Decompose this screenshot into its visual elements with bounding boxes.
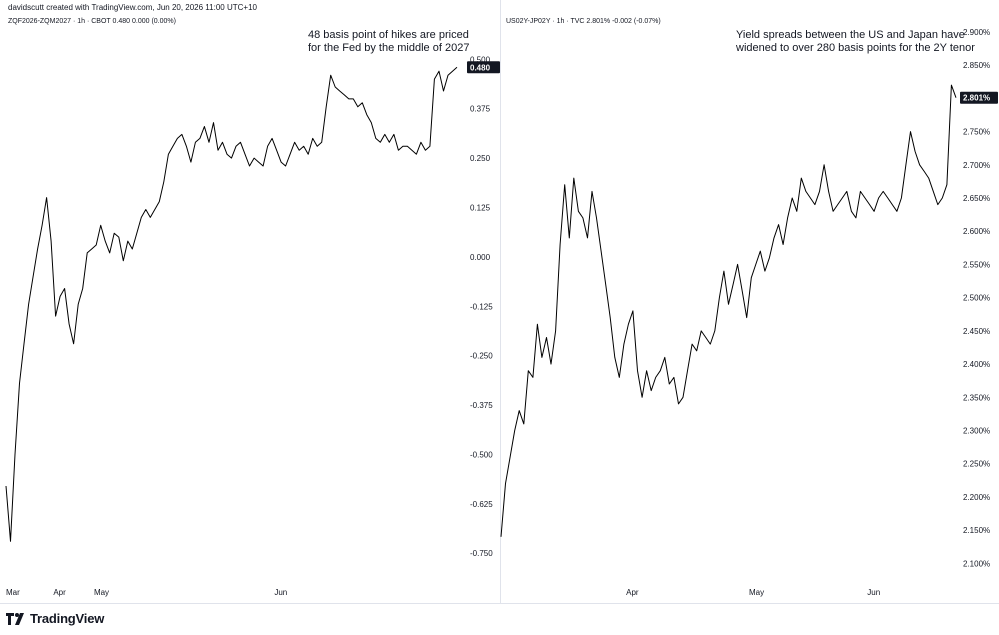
- chart-annotation: 48 basis point of hikes are priced for t…: [308, 29, 470, 54]
- y-tick-label: 2.150%: [963, 526, 990, 535]
- last-value-tag: 2.801%: [960, 91, 998, 104]
- time-axis-divider: [0, 603, 999, 604]
- x-tick-label: May: [94, 588, 109, 597]
- x-tick-label: May: [749, 588, 764, 597]
- brand-name: TradingView: [30, 611, 105, 626]
- series-legend: ZQF2026-ZQM2027 · 1h · CBOT 0.480 0.000 …: [8, 18, 176, 25]
- x-tick-label: Jun: [867, 588, 880, 597]
- chart-pane-fed-futures[interactable]: ZQF2026-ZQM2027 · 1h · CBOT 0.480 0.000 …: [0, 0, 501, 603]
- brand: TradingView: [6, 611, 104, 626]
- x-tick-label: Mar: [6, 588, 20, 597]
- y-tick-label: 0.250: [470, 154, 491, 163]
- chart-annotation: Yield spreads between the US and Japan h…: [736, 29, 975, 54]
- y-tick-label: 2.700%: [963, 161, 990, 170]
- chart-credit: davidscutt created with TradingView.com,…: [8, 3, 257, 12]
- y-tick-label: -0.375: [470, 401, 493, 410]
- y-tick-label: 0.500: [470, 55, 491, 64]
- y-tick-label: 0.375: [470, 105, 491, 114]
- y-tick-label: 2.750%: [963, 128, 990, 137]
- y-tick-label: 2.550%: [963, 260, 990, 269]
- y-tick-label: 2.350%: [963, 393, 990, 402]
- x-tick-label: Apr: [626, 588, 639, 597]
- x-tick-label: Apr: [53, 588, 66, 597]
- y-tick-label: 2.250%: [963, 460, 990, 469]
- y-tick-label: -0.125: [470, 302, 493, 311]
- y-tick-label: -0.250: [470, 352, 493, 361]
- x-tick-label: Jun: [274, 588, 287, 597]
- last-value-label: 2.801%: [963, 94, 990, 103]
- series-line: [500, 84, 957, 537]
- chart-pane-yield-spread[interactable]: US02Y-JP02Y · 1h · TVC 2.801% -0.002 (-0…: [500, 0, 999, 603]
- last-value-tag: 0.480: [467, 61, 500, 74]
- y-tick-label: 0.000: [470, 253, 491, 262]
- y-tick-label: 2.450%: [963, 327, 990, 336]
- y-tick-label: 2.500%: [963, 294, 990, 303]
- y-tick-label: 2.850%: [963, 61, 990, 70]
- series-legend: US02Y-JP02Y · 1h · TVC 2.801% -0.002 (-0…: [506, 18, 661, 25]
- line-chart-fed-futures: 0.500 0.375 0.250 0.125 0.000 -0.125 -0.250 -0.…: [5, 55, 500, 597]
- series-line: [5, 66, 458, 542]
- y-tick-label: 0.125: [470, 203, 491, 212]
- y-tick-label: 2.200%: [963, 493, 990, 502]
- y-tick-label: 2.300%: [963, 427, 990, 436]
- last-value-label: 0.480: [470, 63, 491, 72]
- y-tick-label: 2.600%: [963, 227, 990, 236]
- y-tick-label: -0.625: [470, 500, 493, 509]
- line-chart-yield-spread: 2.900%2.850%2.800%2.750%2.700%2.650%2.60…: [500, 28, 998, 597]
- y-tick-label: 2.900%: [963, 28, 990, 37]
- y-tick-label: 2.650%: [963, 194, 990, 203]
- y-tick-label: 2.400%: [963, 360, 990, 369]
- y-tick-label: -0.500: [470, 450, 493, 459]
- y-tick-label: -0.750: [470, 549, 493, 558]
- tradingview-logo-icon: [6, 612, 24, 625]
- y-tick-label: 2.100%: [963, 559, 990, 568]
